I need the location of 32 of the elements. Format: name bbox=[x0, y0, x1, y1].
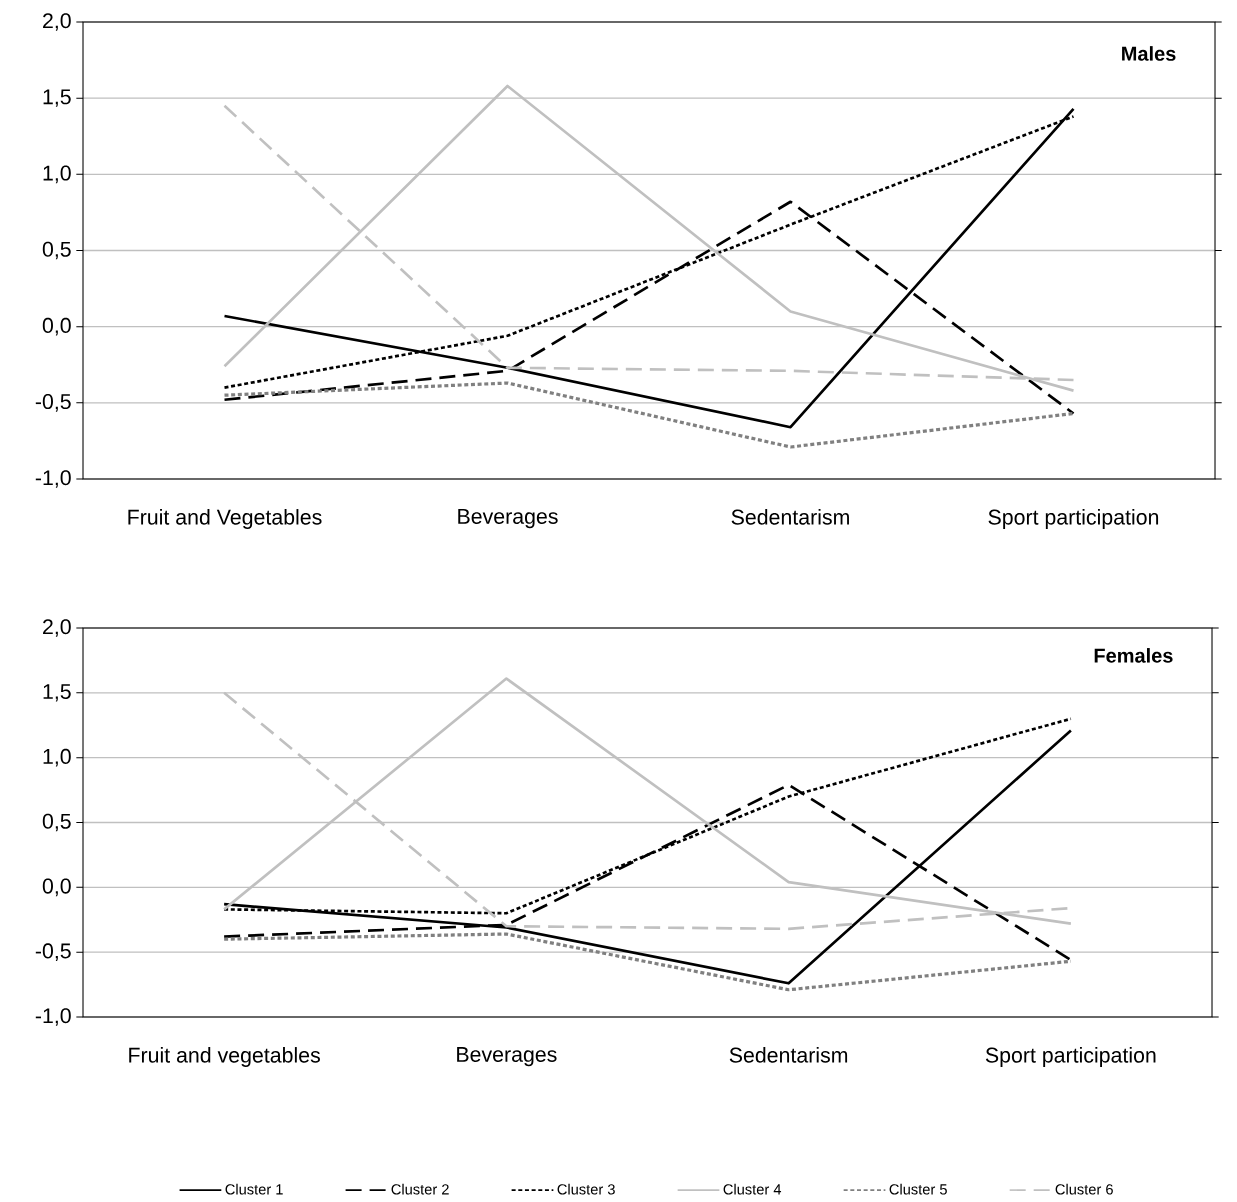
x-tick-label: Fruit and Vegetables bbox=[128, 509, 322, 530]
y-tick-label: 2,0 bbox=[43, 619, 71, 637]
legend-label: Cluster 4 bbox=[723, 1183, 782, 1195]
x-tick-label: Sedentarism bbox=[729, 1047, 848, 1063]
legend-label: Cluster 5 bbox=[889, 1183, 947, 1195]
y-tick-label: -0,5 bbox=[35, 394, 71, 412]
legend-label: Cluster 6 bbox=[1055, 1183, 1113, 1195]
x-tick-label: Fruit and vegetables bbox=[129, 1047, 320, 1068]
y-tick-label: 1,5 bbox=[43, 89, 71, 107]
y-tick-label: 1,0 bbox=[43, 165, 71, 184]
y-tick-label: 0,0 bbox=[42, 317, 71, 336]
legend-label: Cluster 1 bbox=[225, 1183, 283, 1195]
text: Males bbox=[1122, 46, 1176, 61]
y-tick-label: 0,5 bbox=[42, 813, 71, 832]
legend-label: Cluster 2 bbox=[391, 1183, 449, 1195]
x-tick-label: Sedentarism bbox=[731, 509, 849, 525]
x-tick-label: Beverages bbox=[457, 1047, 557, 1067]
x-tick-label: Sport participation bbox=[985, 1047, 1156, 1068]
line-series bbox=[222, 381, 1076, 449]
y-tick-label: 1,5 bbox=[43, 684, 71, 702]
y-tick-label: 2,0 bbox=[43, 13, 71, 31]
x-tick-label: Sport participation bbox=[988, 509, 1159, 530]
y-tick-label: -1,0 bbox=[35, 470, 71, 488]
y-tick-label: 0,5 bbox=[42, 241, 71, 260]
text: Females bbox=[1094, 648, 1173, 663]
y-tick-label: -0,5 bbox=[35, 943, 71, 962]
x-tick-label: Beverages bbox=[458, 509, 558, 529]
line-series bbox=[222, 932, 1073, 992]
y-tick-label: 1,0 bbox=[43, 748, 71, 767]
legend-label: Cluster 3 bbox=[557, 1183, 615, 1195]
y-tick-label: 0,0 bbox=[42, 878, 71, 897]
y-tick-label: -1,0 bbox=[35, 1008, 71, 1026]
